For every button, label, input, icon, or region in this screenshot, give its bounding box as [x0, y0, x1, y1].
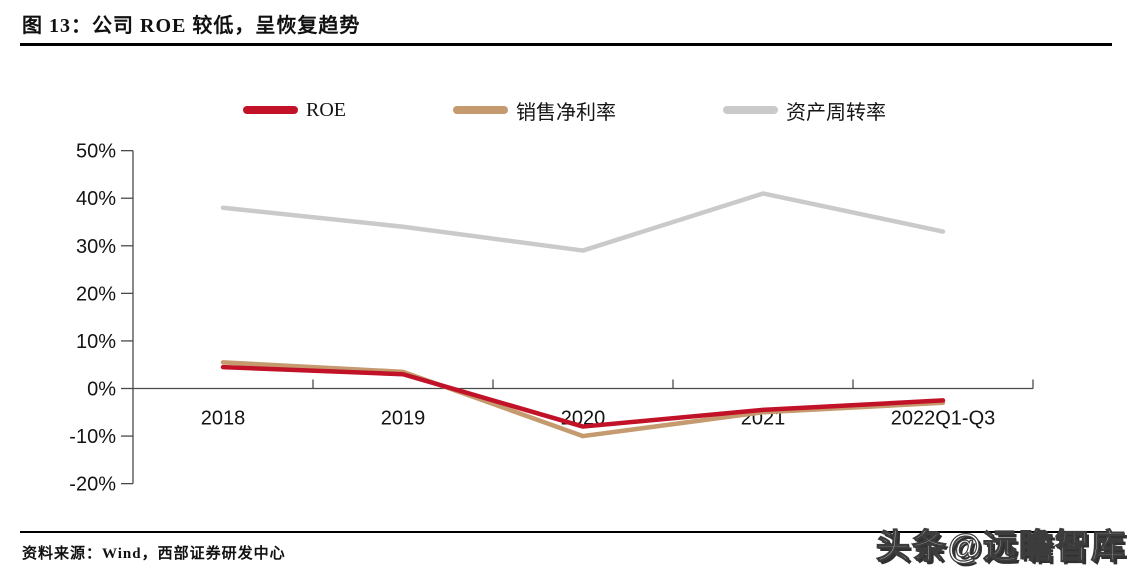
- series-line-资产周转率: [220, 191, 946, 253]
- y-tick-label: 50%: [76, 141, 116, 163]
- legend-label-net-margin: 销售净利率: [516, 101, 616, 124]
- y-tick-label: 10%: [76, 331, 116, 353]
- y-tick-label: -20%: [69, 474, 116, 496]
- legend-swatch-net-margin: [453, 106, 508, 114]
- legend-item-roe: ROE: [243, 96, 346, 124]
- y-tick-label: 20%: [76, 283, 116, 305]
- footer-divider: [20, 531, 1112, 533]
- source-note: 资料来源：Wind，西部证券研发中心: [22, 546, 286, 562]
- y-tick-label: -10%: [69, 426, 116, 448]
- y-tick-label: 30%: [76, 236, 116, 258]
- legend-item-net-margin: 销售净利率: [453, 96, 616, 124]
- y-tick-label: 0%: [87, 379, 116, 401]
- y-tick-label: 40%: [76, 188, 116, 210]
- legend-swatch-roe: [243, 106, 298, 114]
- legend-item-asset-turnover: 资产周转率: [723, 96, 886, 124]
- legend-swatch-asset-turnover: [723, 106, 778, 114]
- figure-title: 图 13：公司 ROE 较低，呈恢复趋势: [22, 15, 361, 37]
- series-line-ROE: [220, 364, 946, 429]
- x-category-label: 2018: [201, 408, 246, 430]
- watermark: 头条@远瞻智库: [875, 527, 1127, 566]
- chart-legend: ROE 销售净利率 资产周转率: [0, 96, 1130, 124]
- x-category-label: 2019: [381, 408, 426, 430]
- legend-label-roe: ROE: [306, 98, 346, 121]
- title-divider: [20, 43, 1112, 46]
- series-line-销售净利率: [220, 360, 946, 439]
- legend-label-asset-turnover: 资产周转率: [786, 101, 886, 124]
- x-category-label: 2022Q1-Q3: [891, 408, 996, 430]
